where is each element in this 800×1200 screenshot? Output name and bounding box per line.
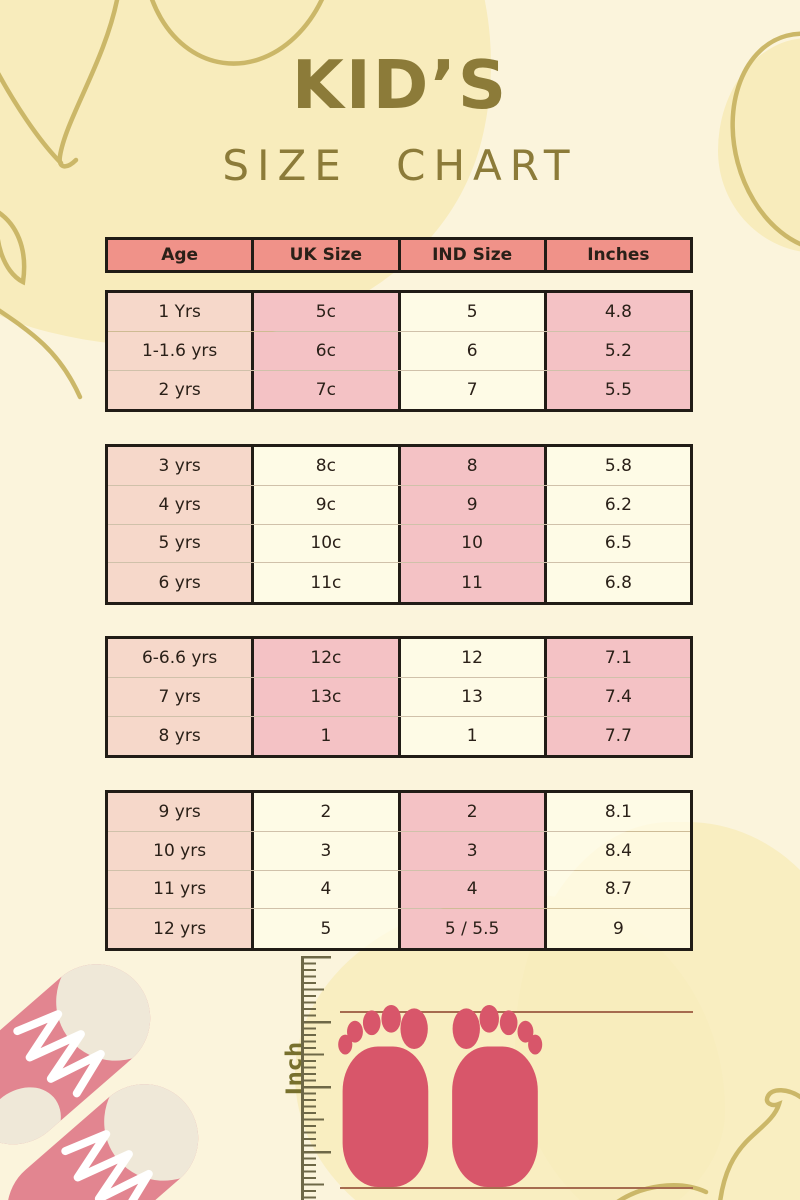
table-cell: 13c [254,677,401,716]
table-cell: 7.4 [546,677,690,716]
table-cell: 6c [254,331,401,370]
table-cell: 5c [254,293,401,331]
table-cell: 6.8 [546,563,690,603]
table-cell: 13 [400,677,547,716]
table-cell: 4.8 [546,293,690,331]
table-cell: 5.5 [546,370,690,410]
table-row: 12 yrs 5 5 / 5.5 9 [108,909,690,949]
table-cell: 1 [400,716,547,756]
table-cell: 5.2 [546,331,690,370]
table-cell: 8.1 [546,793,690,831]
table-cell: 6 [400,331,547,370]
table-header-row: Age UK Size IND Size Inches [105,237,693,273]
table-cell: 7 [400,370,547,410]
shoe-outline-curve [718,1088,800,1200]
measure-line-top [340,1011,693,1013]
table-cell: 7.7 [546,716,690,756]
table-cell: 6.2 [546,485,690,524]
table-row: 1-1.6 yrs 6c 6 5.2 [108,331,690,371]
table-cell: 8 yrs [108,716,255,756]
table-cell: 6 yrs [108,563,255,603]
table-cell: 11 yrs [108,870,255,909]
measure-line-bottom [340,1187,693,1189]
size-table-block-2: 3 yrs 8c 8 5.8 4 yrs 9c 9 6.2 5 yrs 10c 10 6.5 6 yrs… [105,444,693,606]
header-cell: IND Size [401,240,547,270]
table-row: 11 yrs 4 4 8.7 [108,870,690,910]
size-table-block-3: 6-6.6 yrs 12c 12 7.1 7 yrs 13c 13 7.4 8 yrs 1 1 7.7 [105,636,693,759]
table-cell: 6-6.6 yrs [108,639,255,677]
table-cell: 11c [254,563,401,603]
table-row: 2 yrs 7c 7 5.5 [108,370,690,410]
table-cell: 4 yrs [108,485,255,524]
table-row: 5 yrs 10c 10 6.5 [108,524,690,564]
table-cell: 3 yrs [108,447,255,485]
table-row: 1 Yrs 5c 5 4.8 [108,293,690,332]
table-cell: 8c [254,447,401,485]
table-cell: 9 [400,485,547,524]
ruler-spine [301,956,304,1200]
header-cell: Inches [587,245,650,265]
table-row: 4 yrs 9c 9 6.2 [108,485,690,525]
table-cell: 1 [254,716,401,756]
size-table-block-4: 9 yrs 2 2 8.1 10 yrs 3 3 8.4 11 yrs 4 4 8.7 12 yrs 5 5… [105,790,693,952]
table-cell: 1-1.6 yrs [108,331,255,370]
table-cell: 5 / 5.5 [400,909,547,949]
table-cell: 1 Yrs [108,293,255,331]
baby-footprints-graphic [338,1004,543,1188]
table-cell: 8 [400,447,547,485]
table-cell: 2 [254,793,401,831]
table-cell: 8.7 [546,870,690,909]
page-title: KID’S [291,46,509,124]
table-cell: 3 [400,831,547,870]
table-cell: 2 [400,793,547,831]
table-cell: 10 [400,524,547,563]
page-subtitle: SIZE CHART [222,141,578,190]
table-cell: 5 [400,293,547,331]
table-cell: 12 [400,639,547,677]
table-cell: 5.8 [546,447,690,485]
table-cell: 3 [254,831,401,870]
table-cell: 8.4 [546,831,690,870]
table-cell: 6.5 [546,524,690,563]
table-cell: 12c [254,639,401,677]
shoe-outline-curve [0,308,83,400]
table-cell: 9c [254,485,401,524]
table-row: 7 yrs 13c 13 7.4 [108,677,690,717]
ruler-unit-label: Inch [282,1040,306,1096]
header-cell: UK Size [254,240,401,270]
baby-sneakers-graphic [0,935,255,1200]
table-row: 9 yrs 2 2 8.1 [108,793,690,832]
leaf-outline [0,210,27,286]
table-cell: 10 yrs [108,831,255,870]
header-cell: Age [108,240,255,270]
table-row: 6 yrs 11c 11 6.8 [108,563,690,603]
table-cell: 4 [254,870,401,909]
table-cell: 9 [546,909,690,949]
table-cell: 9 yrs [108,793,255,831]
table-cell: 5 [254,909,401,949]
table-cell: 7.1 [546,639,690,677]
table-cell: 7c [254,370,401,410]
table-cell: 12 yrs [108,909,255,949]
left-footprint [338,1004,429,1188]
table-cell: 4 [400,870,547,909]
size-table-block-1: 1 Yrs 5c 5 4.8 1-1.6 yrs 6c 6 5.2 2 yrs 7c 7 5.5 [105,290,693,413]
table-row: 10 yrs 3 3 8.4 [108,831,690,871]
table-cell: 2 yrs [108,370,255,410]
table-cell: 10c [254,524,401,563]
table-row: 6-6.6 yrs 12c 12 7.1 [108,639,690,678]
right-footprint [452,1004,543,1188]
ruler-major-ticks [304,956,331,1200]
table-cell: 7 yrs [108,677,255,716]
table-cell: 11 [400,563,547,603]
table-row: 8 yrs 1 1 7.7 [108,716,690,756]
table-cell: 5 yrs [108,524,255,563]
inch-ruler [301,956,335,1200]
table-row: 3 yrs 8c 8 5.8 [108,447,690,486]
